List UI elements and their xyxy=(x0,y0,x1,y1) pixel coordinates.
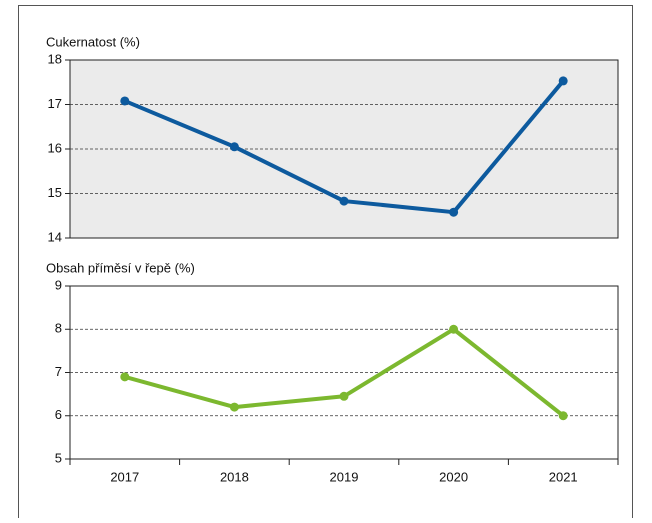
chart-title: Obsah příměsí v řepě (%) xyxy=(46,260,195,275)
x-tick-label: 2017 xyxy=(110,469,139,484)
y-tick-label: 14 xyxy=(48,229,62,244)
y-tick-label: 15 xyxy=(48,185,62,200)
x-tick-label: 2021 xyxy=(549,469,578,484)
point xyxy=(449,324,459,334)
frame xyxy=(18,5,633,518)
point xyxy=(339,196,349,206)
y-tick-label: 7 xyxy=(55,364,62,379)
point xyxy=(229,402,239,412)
y-tick-label: 17 xyxy=(48,96,62,111)
point xyxy=(120,96,130,106)
x-tick-label: 2020 xyxy=(439,469,468,484)
x-tick-label: 2019 xyxy=(330,469,359,484)
y-tick-label: 16 xyxy=(48,140,62,155)
chart-title: Cukernatost (%) xyxy=(46,34,140,49)
y-tick-label: 18 xyxy=(48,51,62,66)
point xyxy=(449,207,459,217)
point xyxy=(120,372,130,382)
x-tick-label: 2018 xyxy=(220,469,249,484)
point xyxy=(229,142,239,152)
point xyxy=(558,76,568,86)
point xyxy=(339,391,349,401)
y-tick-label: 8 xyxy=(55,321,62,336)
y-tick-label: 5 xyxy=(55,450,62,465)
point xyxy=(558,411,568,421)
y-tick-label: 6 xyxy=(55,407,62,422)
y-tick-label: 9 xyxy=(55,277,62,292)
